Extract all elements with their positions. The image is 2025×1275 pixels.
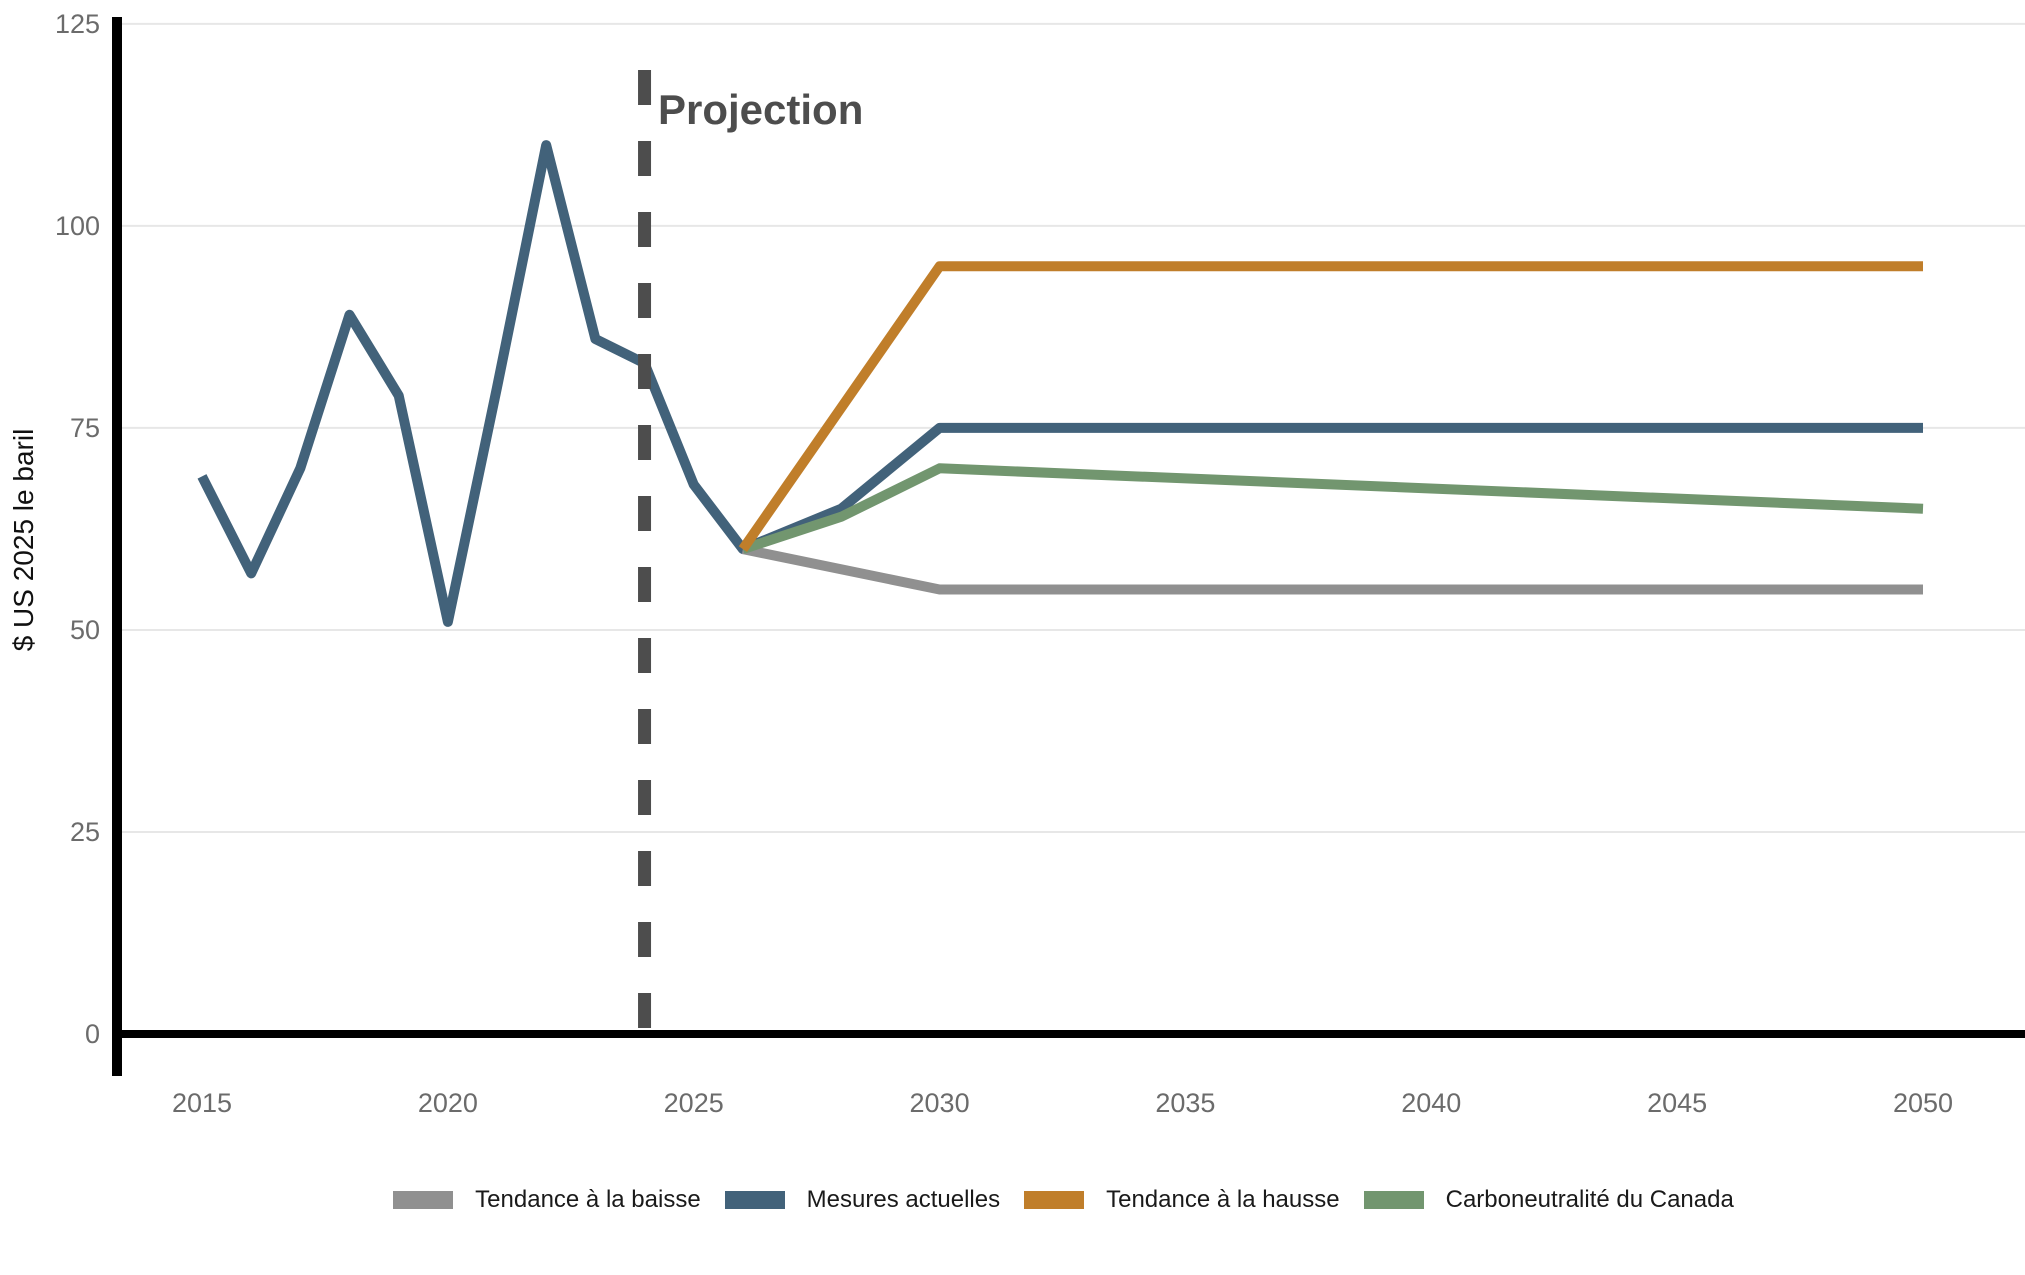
- legend-swatch-carboneutralite: [1363, 1191, 1424, 1209]
- svg-text:25: 25: [70, 817, 100, 847]
- svg-text:2015: 2015: [172, 1088, 232, 1118]
- legend: Tendance à la baisse Mesures actuelles T…: [51, 1186, 2025, 1214]
- plot-area: 0 25 50 75 100 125 2015 2020 2025 2030 2035 2040 204…: [55, 9, 2025, 1118]
- svg-text:2020: 2020: [418, 1088, 478, 1118]
- svg-text:50: 50: [70, 615, 100, 645]
- svg-text:0: 0: [85, 1019, 100, 1049]
- legend-label: Tendance à la hausse: [1106, 1186, 1340, 1213]
- svg-text:100: 100: [55, 211, 100, 241]
- legend-label: Carboneutralité du Canada: [1445, 1186, 1734, 1213]
- svg-text:2030: 2030: [910, 1088, 970, 1118]
- svg-text:2025: 2025: [664, 1088, 724, 1118]
- legend-swatch-mesures-actuelles: [724, 1191, 785, 1209]
- svg-text:2050: 2050: [1893, 1088, 1953, 1118]
- legend-label: Mesures actuelles: [806, 1186, 1001, 1213]
- svg-text:2040: 2040: [1401, 1088, 1461, 1118]
- legend-item-tendance-hausse: Tendance à la hausse: [1024, 1186, 1340, 1214]
- projection-annotation: Projection: [658, 86, 864, 133]
- legend-item-mesures-actuelles: Mesures actuelles: [724, 1186, 1001, 1214]
- legend-label: Tendance à la baisse: [475, 1186, 701, 1213]
- y-axis-title: $ US 2025 le baril: [8, 428, 39, 652]
- svg-text:2035: 2035: [1155, 1088, 1215, 1118]
- svg-text:75: 75: [70, 413, 100, 443]
- legend-swatch-tendance-hausse: [1024, 1191, 1085, 1209]
- legend-item-carboneutralite: Carboneutralité du Canada: [1363, 1186, 1734, 1214]
- legend-swatch-tendance-baisse: [393, 1191, 454, 1209]
- svg-text:125: 125: [55, 9, 100, 39]
- svg-text:2045: 2045: [1647, 1088, 1707, 1118]
- legend-item-tendance-baisse: Tendance à la baisse: [393, 1186, 701, 1214]
